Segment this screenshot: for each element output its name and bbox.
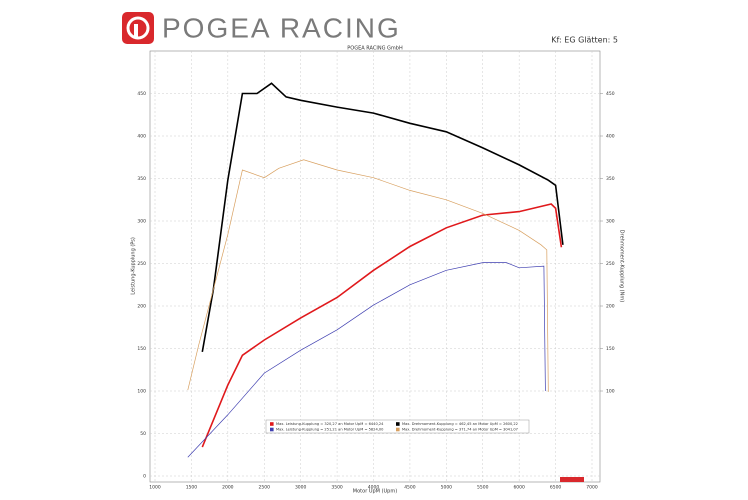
y-tick-label: 50 (140, 431, 146, 437)
y-tick-label: 100 (137, 389, 146, 395)
x-tick-label: 4500 (404, 485, 416, 491)
legend-label: Max. Leistung-Kupplung = 320,27 an Motor… (276, 422, 384, 426)
x-tick-label: 1500 (186, 485, 198, 491)
x-tick-label: 5000 (441, 485, 453, 491)
plot-frame (149, 50, 601, 483)
x-tick-label: 6500 (550, 485, 562, 491)
y-tick-label: 200 (137, 304, 146, 310)
y-tick-label: 350 (137, 176, 146, 182)
x-tick-label: 4000 (368, 485, 380, 491)
y2-tick-label: 100 (606, 389, 615, 395)
y2-tick-label: 250 (606, 261, 615, 267)
x-tick-label: 2500 (259, 485, 271, 491)
x-tick-label: 3500 (331, 485, 343, 491)
legend-label: Max. Drehmoment-Kupplung = 371,74 an Mot… (402, 428, 518, 432)
x-tick-label: 6000 (513, 485, 525, 491)
legend-swatch (270, 427, 274, 432)
series-line (187, 159, 549, 392)
y-tick-label: 400 (137, 134, 146, 140)
legend-label: Max. Leistung-Kupplung = 251,21 an Motor… (276, 428, 384, 432)
y2-tick-label: 150 (606, 346, 615, 352)
y-tick-label: 450 (137, 91, 146, 97)
x-tick-label: 7000 (586, 485, 598, 491)
x-axis-label: Motor UpM (Upm) (353, 489, 397, 495)
series-line (187, 262, 546, 458)
x-tick-label: 2000 (222, 485, 234, 491)
y2-tick-label: 200 (606, 304, 615, 310)
series-line (201, 82, 564, 353)
legend (265, 419, 530, 434)
y2-tick-label: 350 (606, 176, 615, 182)
legend-swatch (396, 427, 400, 432)
y2-tick-label: 300 (606, 219, 615, 225)
brand: POGEA RACING (162, 12, 401, 43)
y-tick-label: 0 (143, 474, 146, 480)
y-axis-label: Leistung-Kupplung (Ps) (131, 237, 137, 295)
settings-label: Kf: EG Glätten: 5 (551, 36, 618, 45)
logo-mark (134, 24, 138, 38)
dyno-logo (560, 477, 584, 482)
x-tick-label: 1000 (149, 485, 161, 491)
y2-axis-label: Drehmoment-Kupplung (Nm) (619, 230, 625, 302)
x-tick-label: 3000 (295, 485, 307, 491)
y-tick-label: 150 (137, 346, 146, 352)
chart-title: POGEA RACING GmbH (347, 46, 403, 52)
series-line (201, 203, 563, 448)
y2-tick-label: 450 (606, 91, 615, 97)
y-tick-label: 300 (137, 219, 146, 225)
x-tick-label: 5500 (477, 485, 489, 491)
legend-swatch (270, 422, 274, 426)
y-tick-label: 250 (137, 261, 146, 267)
legend-label: Max. Drehmoment-Kupplung = 462,45 an Mot… (402, 422, 518, 426)
legend-swatch (396, 422, 400, 426)
y2-tick-label: 400 (606, 134, 615, 140)
